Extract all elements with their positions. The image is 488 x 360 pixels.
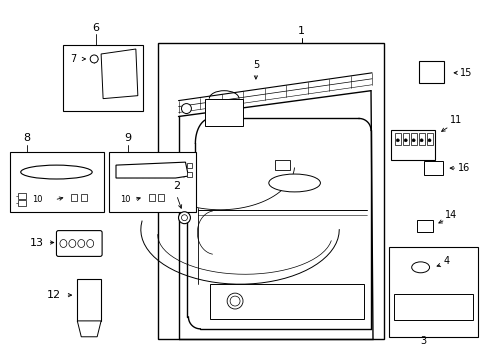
Text: 12: 12 [47, 290, 61, 300]
Text: 4: 4 [443, 256, 448, 266]
Polygon shape [101, 49, 138, 99]
Circle shape [181, 215, 187, 221]
Bar [274, 160, 289, 170]
Text: 2: 2 [173, 181, 180, 191]
Ellipse shape [86, 239, 94, 247]
Text: 15: 15 [459, 68, 472, 78]
Bar [187, 163, 192, 168]
Text: 8: 8 [23, 133, 30, 143]
Bar [71, 194, 77, 201]
Bar [388, 247, 477, 337]
Bar [109, 152, 196, 212]
Bar [416, 220, 432, 231]
Circle shape [404, 139, 407, 142]
Bar [148, 194, 154, 201]
Bar [394, 133, 400, 145]
Circle shape [181, 104, 191, 113]
Ellipse shape [20, 165, 92, 179]
FancyBboxPatch shape [56, 231, 102, 256]
Circle shape [427, 139, 430, 142]
Ellipse shape [60, 239, 67, 247]
Bar [63, 45, 142, 111]
Text: 9: 9 [124, 133, 131, 143]
Ellipse shape [69, 239, 76, 247]
Text: 14: 14 [445, 210, 457, 220]
Text: 3: 3 [420, 336, 426, 346]
Bar [426, 133, 432, 145]
Bar [205, 99, 243, 126]
Polygon shape [77, 321, 101, 337]
Circle shape [419, 139, 422, 142]
Text: 5: 5 [252, 60, 259, 70]
Text: 10: 10 [32, 195, 42, 204]
Circle shape [395, 139, 399, 142]
Bar [157, 43, 383, 339]
Bar [157, 194, 163, 201]
Bar [390, 130, 434, 160]
Polygon shape [116, 162, 188, 178]
Bar [393, 294, 472, 320]
Text: 10: 10 [120, 195, 131, 204]
Text: 1: 1 [298, 26, 305, 36]
Bar [77, 279, 101, 321]
Bar [418, 133, 424, 145]
Bar [410, 133, 416, 145]
Text: 7: 7 [70, 54, 76, 64]
Circle shape [226, 293, 243, 309]
Bar [18, 193, 26, 199]
Circle shape [90, 55, 98, 63]
Bar [418, 61, 444, 83]
Bar [423, 161, 443, 175]
Ellipse shape [78, 239, 84, 247]
Bar [210, 284, 364, 319]
Bar [18, 200, 26, 206]
Bar [81, 194, 87, 201]
Circle shape [230, 296, 240, 306]
Bar [402, 133, 408, 145]
Text: 13: 13 [29, 238, 43, 248]
Bar [10, 152, 104, 212]
Ellipse shape [268, 174, 320, 192]
Ellipse shape [411, 262, 428, 273]
Circle shape [411, 139, 414, 142]
Circle shape [178, 212, 190, 224]
Bar [187, 172, 192, 177]
Text: 6: 6 [92, 23, 100, 33]
Text: 11: 11 [449, 116, 462, 126]
Text: 16: 16 [457, 163, 469, 173]
